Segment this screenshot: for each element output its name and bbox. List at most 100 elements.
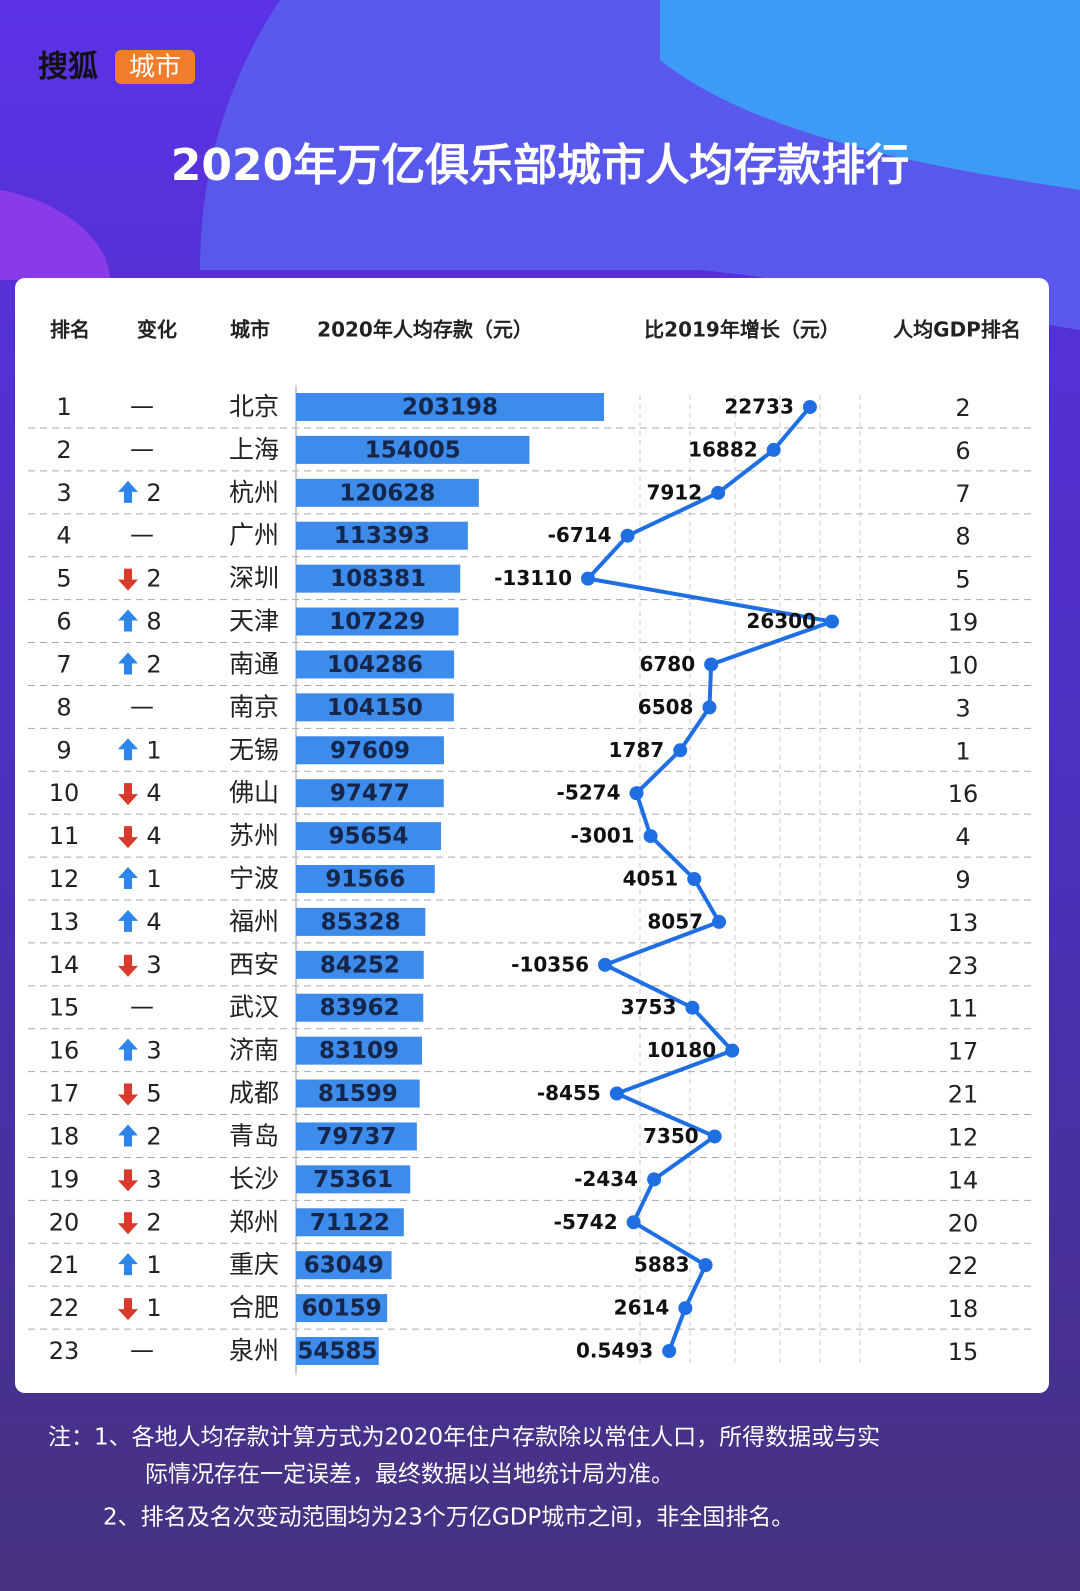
rank: 3 [56, 479, 71, 507]
rank: 14 [49, 951, 80, 979]
change-amount: 4 [146, 822, 161, 850]
gdp-rank: 12 [948, 1123, 979, 1151]
rank: 12 [49, 865, 80, 893]
growth-dot [662, 1344, 677, 1358]
deposit-label: 154005 [365, 437, 461, 463]
deposit-bar [296, 650, 455, 679]
city: 无锡 [229, 735, 279, 764]
change-none: — [130, 521, 154, 549]
gdp-rank: 21 [948, 1081, 979, 1109]
change-amount: 3 [146, 951, 161, 979]
growth-dot [698, 1258, 713, 1273]
growth-dot [581, 571, 595, 586]
deposit-bar [296, 1337, 379, 1365]
gdp-rank: 2 [955, 394, 970, 422]
growth-dot [707, 1129, 722, 1144]
growth-label: 0.5493 [576, 1339, 653, 1363]
rank: 16 [49, 1037, 80, 1065]
change-amount: 5 [146, 1080, 161, 1108]
gdp-rank: 4 [955, 823, 970, 851]
growth-label: 22733 [724, 395, 794, 419]
column-header: 排名 [50, 318, 90, 342]
rank: 19 [49, 1165, 80, 1193]
city: 天津 [229, 607, 279, 636]
blob [0, 190, 110, 280]
city: 北京 [229, 392, 279, 421]
rank: 9 [56, 736, 71, 764]
deposit-label: 97609 [330, 738, 410, 764]
rank: 5 [56, 565, 71, 593]
deposit-bar [296, 993, 424, 1022]
change-arrow [118, 1212, 138, 1235]
column-header: 人均GDP排名 [893, 318, 1021, 342]
deposit-label: 95654 [328, 824, 408, 850]
change-amount: 1 [146, 736, 161, 764]
deposit-label: 120628 [339, 480, 435, 506]
city: 苏州 [229, 821, 279, 850]
gdp-rank: 17 [948, 1038, 979, 1066]
deposit-bar [296, 564, 461, 593]
rank: 22 [49, 1294, 80, 1322]
note: 际情况存在一定误差，最终数据以当地统计局为准。 [145, 1462, 674, 1488]
change-arrow [118, 909, 138, 932]
change-amount: 4 [146, 779, 161, 807]
change-amount: 1 [146, 1294, 161, 1322]
growth-dot [629, 786, 644, 801]
column-header: 城市 [230, 318, 270, 342]
growth-dot [620, 528, 635, 543]
card [15, 278, 1049, 1393]
gdp-rank: 5 [955, 566, 970, 594]
rank: 18 [49, 1122, 80, 1150]
growth-label: -5274 [557, 781, 621, 805]
change-arrow [118, 1083, 138, 1106]
change-amount: 2 [146, 1208, 161, 1236]
deposit-bar [296, 607, 459, 636]
rank: 13 [49, 908, 80, 936]
change-arrow [118, 1169, 138, 1192]
growth-label: 6508 [638, 695, 694, 719]
growth-dot [687, 872, 702, 886]
change-arrow [118, 609, 138, 632]
rank: 4 [56, 522, 71, 550]
city: 杭州 [229, 478, 279, 507]
city: 佛山 [229, 778, 279, 807]
gdp-rank: 23 [948, 952, 979, 980]
deposit-label: 60159 [302, 1296, 382, 1322]
rank: 8 [56, 693, 71, 721]
note: 注：1、各地人均存款计算方式为2020年住户存款除以常住人口，所得数据或与实 [48, 1425, 880, 1451]
city: 重庆 [229, 1250, 279, 1279]
growth-label: -2434 [574, 1167, 638, 1191]
deposit-bar [296, 865, 435, 893]
deposit-bar [296, 907, 426, 936]
gdp-rank: 3 [955, 694, 970, 722]
logo-brand: 搜狐 [38, 50, 98, 85]
deposit-label: 83109 [319, 1038, 399, 1064]
city: 西安 [229, 950, 279, 979]
change-amount: 1 [146, 1251, 161, 1279]
gdp-rank: 8 [955, 523, 970, 551]
gdp-rank: 9 [955, 866, 970, 894]
growth-label: -10356 [511, 952, 589, 976]
title: 2020年万亿俱乐部城市人均存款排行 [171, 140, 909, 191]
change-none: — [130, 435, 154, 463]
deposit-label: 97477 [330, 781, 410, 807]
change-amount: 4 [146, 908, 161, 936]
deposit-bar [296, 478, 479, 507]
city: 南京 [229, 692, 279, 721]
change-arrow [118, 568, 138, 591]
gdp-rank: 18 [948, 1295, 979, 1323]
growth-label: -8455 [537, 1081, 601, 1105]
deposit-bar [296, 950, 424, 979]
growth-label: 26300 [746, 609, 816, 633]
deposit-label: 113393 [334, 523, 430, 549]
deposit-label: 107229 [329, 609, 425, 635]
gdp-rank: 20 [948, 1209, 979, 1237]
rank: 1 [56, 393, 71, 421]
growth-label: 7350 [643, 1124, 699, 1148]
city: 宁波 [229, 864, 279, 893]
growth-dot [626, 1215, 641, 1230]
change-arrow [118, 954, 138, 977]
growth-dot [643, 829, 658, 844]
growth-dot [598, 957, 613, 972]
gdp-rank: 1 [955, 737, 970, 765]
